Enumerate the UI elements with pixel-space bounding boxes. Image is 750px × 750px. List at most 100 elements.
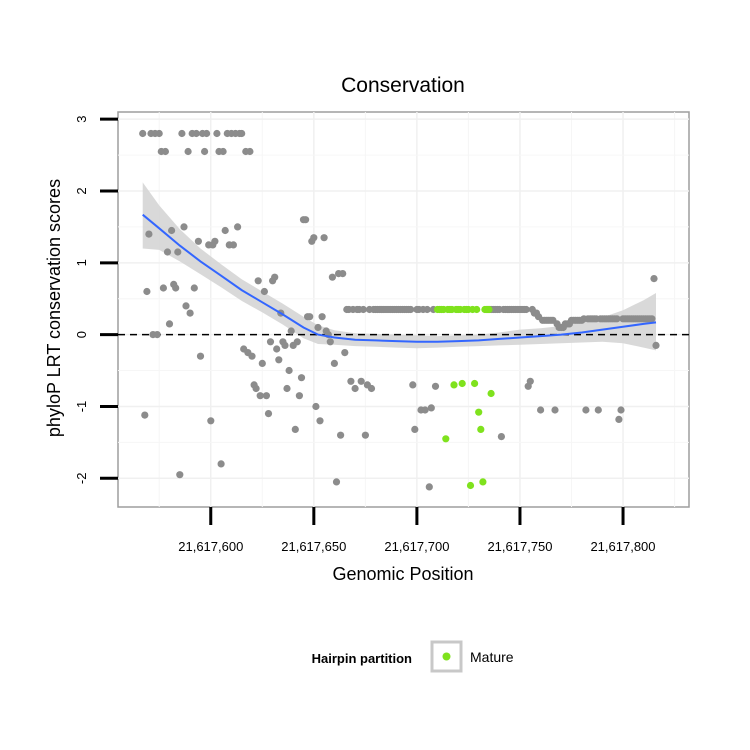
legend-mature-marker <box>442 652 451 661</box>
mature-point <box>442 435 450 443</box>
grid <box>118 112 689 507</box>
other-point <box>582 406 590 414</box>
other-point <box>165 320 174 328</box>
mature-point <box>479 478 487 486</box>
y-axis: -2 -1 0 1 2 3 <box>74 116 118 484</box>
other-point <box>613 315 621 323</box>
other-point <box>285 366 293 375</box>
other-point <box>190 284 198 292</box>
other-point <box>551 406 559 414</box>
other-point <box>153 331 161 339</box>
other-point <box>283 384 291 393</box>
other-point <box>217 460 225 468</box>
mature-point <box>458 379 466 388</box>
other-point <box>411 425 419 433</box>
other-point <box>295 392 303 400</box>
mature-point <box>466 481 475 490</box>
other-point <box>182 302 190 310</box>
other-point <box>526 377 534 385</box>
other-point <box>652 341 660 349</box>
other-point <box>351 384 359 393</box>
other-point <box>258 359 266 367</box>
other-point <box>168 226 176 235</box>
other-point <box>302 216 310 224</box>
other-point <box>347 377 355 385</box>
other-point <box>139 129 147 138</box>
x-axis: 21,617,600 21,617,650 21,617,700 21,617,750… <box>178 507 656 554</box>
legend-title: Hairpin partition <box>312 651 412 666</box>
other-point <box>155 129 163 138</box>
other-point <box>262 392 270 400</box>
other-point <box>172 284 180 292</box>
mature-point <box>485 305 493 314</box>
x-tick-label: 21,617,750 <box>487 539 552 554</box>
other-point <box>316 417 324 425</box>
other-point <box>201 147 209 156</box>
other-point <box>320 234 328 242</box>
other-point <box>332 478 341 486</box>
mature-point <box>471 379 479 388</box>
other-point <box>312 402 320 411</box>
other-point <box>361 431 369 439</box>
other-point <box>407 305 415 314</box>
other-point <box>196 352 205 360</box>
other-point <box>409 381 417 389</box>
other-point <box>145 230 153 238</box>
other-point <box>203 129 211 138</box>
x-tick-label: 21,617,600 <box>178 539 243 554</box>
other-point <box>617 406 625 414</box>
mature-point <box>477 425 485 433</box>
other-point <box>213 129 221 138</box>
other-point <box>341 349 349 357</box>
other-point <box>427 404 435 412</box>
other-point <box>421 406 429 414</box>
other-point <box>174 248 182 256</box>
y-tick-label: 1 <box>74 259 89 266</box>
other-point <box>497 433 505 441</box>
other-point <box>306 313 314 321</box>
mature-point <box>450 381 458 389</box>
other-point <box>252 384 260 393</box>
y-tick-label: 2 <box>74 187 89 194</box>
other-point <box>256 392 264 400</box>
other-point <box>229 241 237 249</box>
other-point <box>159 284 167 292</box>
other-point <box>367 384 376 393</box>
other-point <box>275 356 283 364</box>
other-point <box>141 411 149 419</box>
other-point <box>163 248 172 256</box>
other-point <box>330 359 338 367</box>
other-point <box>176 471 184 479</box>
other-point <box>161 147 169 156</box>
other-point <box>234 223 242 231</box>
y-axis-title: phyloP LRT conservation scores <box>44 179 64 437</box>
other-point <box>271 273 279 281</box>
other-point <box>339 270 347 278</box>
other-point <box>246 147 254 156</box>
other-point <box>648 315 656 323</box>
other-point <box>211 237 219 245</box>
other-point <box>537 406 545 414</box>
other-point <box>594 406 602 414</box>
other-point <box>207 417 215 425</box>
chart-title: Conservation <box>341 74 465 97</box>
y-tick-label: 0 <box>74 331 89 338</box>
other-point <box>260 287 268 296</box>
other-point <box>186 309 194 317</box>
other-point <box>178 129 186 138</box>
other-point <box>219 147 227 156</box>
other-point <box>180 223 188 231</box>
other-point <box>291 425 299 433</box>
other-point <box>254 277 262 285</box>
other-point <box>238 129 246 138</box>
other-point <box>314 323 322 332</box>
other-point <box>297 374 306 382</box>
other-point <box>522 305 530 314</box>
mature-point <box>475 408 483 416</box>
other-point <box>192 129 200 138</box>
mature-point <box>487 389 495 398</box>
mature-point <box>473 305 481 314</box>
other-point <box>615 415 623 423</box>
other-point <box>328 273 336 281</box>
